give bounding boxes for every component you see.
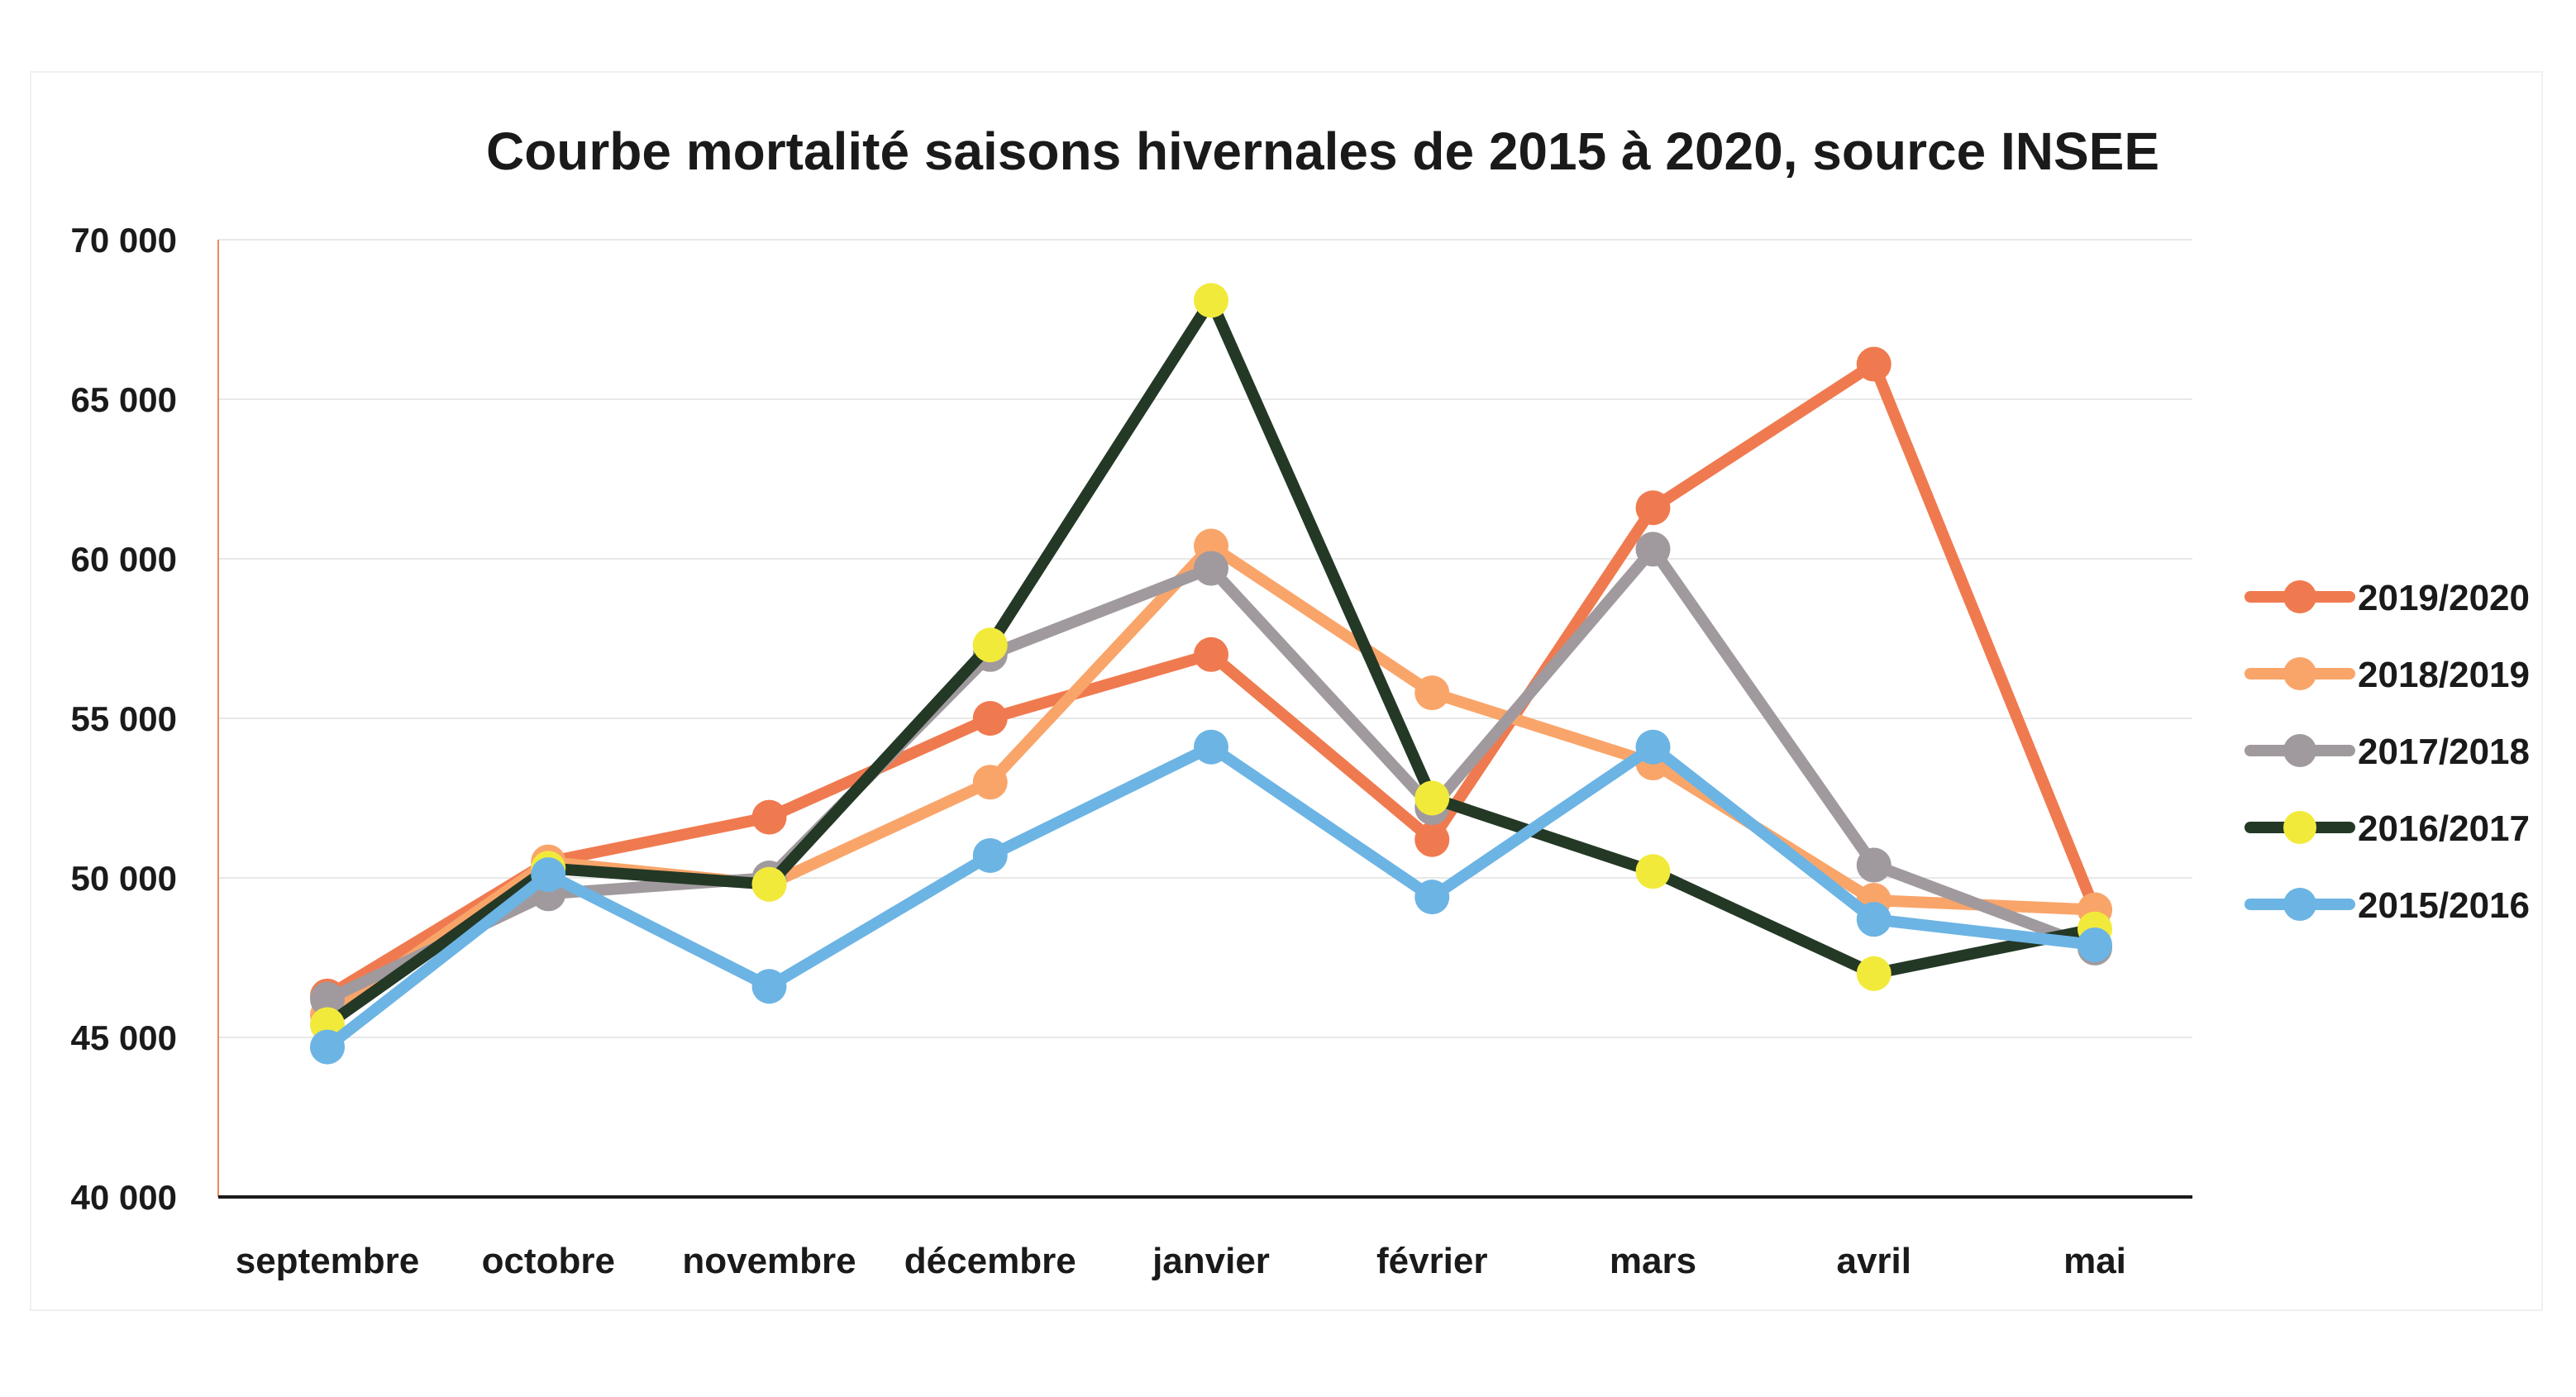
data-point <box>310 1029 345 1065</box>
x-tick-labels: septembre octobre novembre décembre janvier f… <box>236 1241 2126 1281</box>
legend-item: 2019/2020 <box>2244 578 2530 618</box>
data-point <box>1414 822 1450 857</box>
y-tick-label: 45 000 <box>71 1018 177 1057</box>
legend: 2019/2020 2018/2019 2017/2018 2016/2017 2015… <box>2244 578 2530 926</box>
legend-item: 2016/2017 <box>2244 808 2530 849</box>
legend-marker <box>2283 734 2316 767</box>
x-tick-label: novembre <box>682 1241 856 1281</box>
legend-marker <box>2283 811 2316 844</box>
series-2019-2020 <box>310 346 2112 1013</box>
data-point <box>1414 675 1450 711</box>
data-point <box>1635 854 1671 889</box>
series-2016-2017 <box>310 283 2112 1042</box>
legend-marker <box>2283 657 2316 690</box>
y-tick-label: 60 000 <box>71 540 177 579</box>
data-point <box>751 799 787 835</box>
y-tick-label: 55 000 <box>71 699 177 738</box>
y-tick-label: 70 000 <box>71 221 177 260</box>
data-point <box>1414 780 1450 816</box>
series-line <box>322 543 2101 1005</box>
legend-item: 2015/2016 <box>2244 885 2530 926</box>
x-tick-label: avril <box>1836 1241 1911 1281</box>
x-tick-label: décembre <box>904 1241 1076 1281</box>
data-point <box>1194 637 1228 672</box>
x-tick-label: février <box>1376 1241 1488 1281</box>
legend-item: 2018/2019 <box>2244 655 2530 695</box>
data-point <box>1856 956 1891 991</box>
x-tick-label: septembre <box>236 1241 420 1281</box>
data-point <box>310 981 345 1017</box>
data-point <box>1194 729 1228 765</box>
legend-label: 2018/2019 <box>2358 655 2530 695</box>
legend-label: 2017/2018 <box>2358 732 2530 772</box>
chart-title: Courbe mortalité saisons hivernales de 2… <box>486 122 2159 181</box>
data-point <box>972 627 1008 663</box>
data-point <box>1856 346 1891 382</box>
data-point <box>1635 532 1671 567</box>
x-tick-label: mars <box>1610 1241 1696 1281</box>
y-tick-labels: 40 000 45 000 50 000 55 000 60 000 65 000 70 0… <box>71 221 177 1217</box>
data-point <box>972 701 1008 736</box>
x-tick-label: octobre <box>482 1241 615 1281</box>
series-2015-2016 <box>310 729 2112 1065</box>
x-tick-label: mai <box>2063 1241 2126 1281</box>
data-point <box>972 837 1008 873</box>
legend-marker <box>2283 888 2316 921</box>
data-point <box>1414 880 1450 915</box>
data-point <box>531 857 566 893</box>
legend-label: 2019/2020 <box>2358 578 2530 618</box>
series-line <box>322 540 2101 1021</box>
y-tick-label: 40 000 <box>71 1178 177 1217</box>
y-tick-label: 65 000 <box>71 380 177 419</box>
series-2017-2018 <box>310 532 2112 1017</box>
legend-item: 2017/2018 <box>2244 732 2530 772</box>
x-tick-label: janvier <box>1152 1241 1270 1281</box>
data-point <box>751 866 787 902</box>
data-point <box>1856 847 1891 883</box>
y-tick-label: 50 000 <box>71 859 177 898</box>
legend-label: 2015/2016 <box>2358 885 2530 926</box>
data-point <box>2077 927 2112 963</box>
data-point <box>972 765 1008 800</box>
legend-marker <box>2283 580 2316 613</box>
data-point <box>1194 551 1228 586</box>
data-point <box>1635 490 1671 526</box>
data-point <box>1856 902 1891 937</box>
data-point <box>751 969 787 1004</box>
chart-frame <box>30 71 2543 1311</box>
series-lines <box>310 283 2112 1065</box>
axes <box>217 240 2192 1199</box>
legend-label: 2016/2017 <box>2358 808 2530 849</box>
data-point <box>1194 283 1228 318</box>
data-point <box>1635 729 1671 765</box>
